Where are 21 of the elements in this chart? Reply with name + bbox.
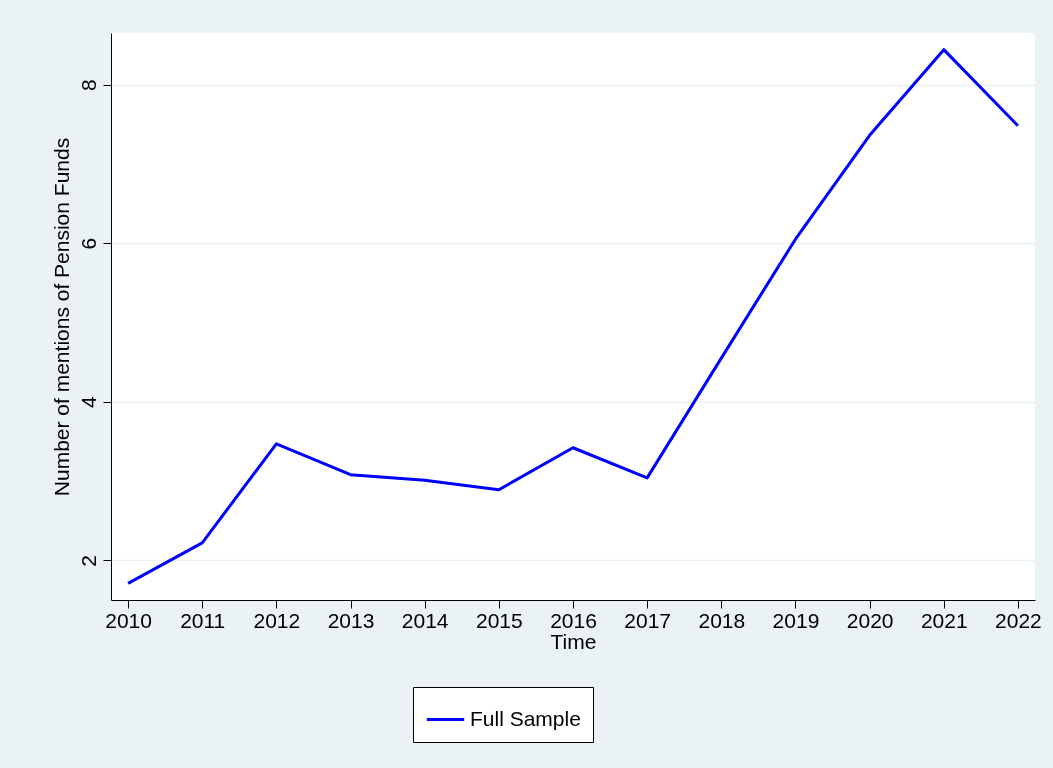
x-tick-label: 2015 [475,608,523,632]
y-axis-title: Number of mentions of Pension Funds [49,137,73,497]
x-tick-label: 2014 [401,608,449,632]
legend-label: Full Sample [470,706,581,730]
x-tick-label: 2018 [698,608,746,632]
x-tick-label: 2020 [846,608,894,632]
y-tick-label: 4 [76,396,100,409]
line-series [126,48,1020,585]
x-tick-label: 2016 [550,608,597,632]
x-tick-label: 2010 [105,608,152,632]
x-tick-label: 2019 [772,608,820,632]
x-tick-label: 2011 [180,608,226,632]
x-tick-label: 2012 [253,608,301,632]
y-tick-label: 6 [76,237,100,250]
y-tick-label: 8 [76,79,100,91]
x-axis-title: Time [550,629,597,653]
x-tick-label: 2013 [327,608,375,632]
y-tick-label: 2 [76,555,100,567]
x-tick-label: 2022 [995,608,1042,632]
x-tick-label: 2021 [920,608,968,632]
x-tick-label: 2017 [624,608,672,632]
